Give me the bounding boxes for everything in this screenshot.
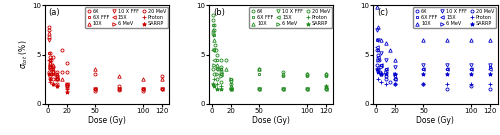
X-axis label: Dose (Gy): Dose (Gy): [88, 116, 126, 124]
Legend: 6X, 6X FFF, 10X, 10 X FFF, 15X, 6 MeV, 20 MeV, Proton, SARRP: 6X, 6X FFF, 10X, 10 X FFF, 15X, 6 MeV, 2…: [84, 7, 168, 28]
Text: (b): (b): [213, 8, 224, 17]
Legend: 6X, 6X FFF, 10X, 10 X FFF, 15X, 6 MeV, 20 MeV, Proton, SARRP: 6X, 6X FFF, 10X, 10 X FFF, 15X, 6 MeV, 2…: [413, 7, 496, 28]
X-axis label: Dose (Gy): Dose (Gy): [416, 116, 455, 124]
Y-axis label: $\sigma_{tot}$ (%): $\sigma_{tot}$ (%): [18, 40, 30, 69]
Text: (a): (a): [48, 8, 60, 17]
Legend: 6X, 6X FFF, 10X, 10 X FFF, 15X, 6 MeV, 20 MeV, Proton, SARRP: 6X, 6X FFF, 10X, 10 X FFF, 15X, 6 MeV, 2…: [248, 7, 332, 28]
Text: (c): (c): [377, 8, 388, 17]
X-axis label: Dose (Gy): Dose (Gy): [252, 116, 290, 124]
